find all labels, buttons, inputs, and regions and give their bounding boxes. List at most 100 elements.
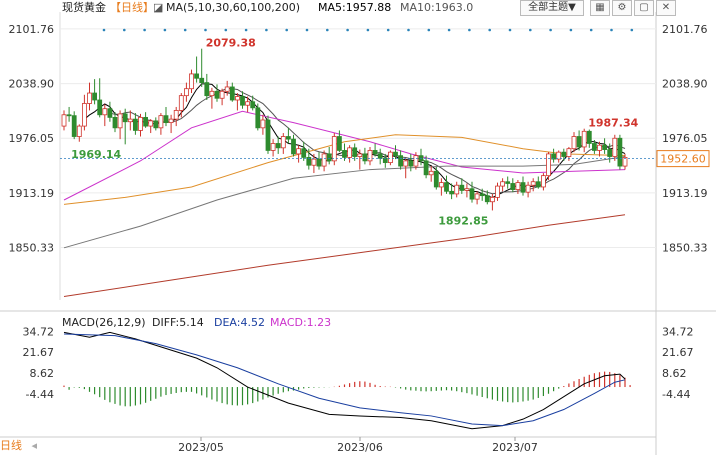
candle-body[interactable] <box>301 148 307 158</box>
candle-body[interactable] <box>581 130 587 148</box>
candle-body[interactable] <box>413 155 419 167</box>
candle-body[interactable] <box>617 137 623 167</box>
candle-body[interactable] <box>459 184 465 191</box>
candle-body[interactable] <box>433 170 439 188</box>
candle-body[interactable] <box>489 196 495 203</box>
candle-body[interactable] <box>377 153 383 159</box>
candle-body[interactable] <box>138 116 143 131</box>
candle-body[interactable] <box>484 195 490 203</box>
candle-body[interactable] <box>245 101 251 106</box>
candle-body[interactable] <box>336 136 342 151</box>
candle-body[interactable] <box>143 116 149 127</box>
candle-body[interactable] <box>505 181 511 184</box>
candle-body[interactable] <box>173 110 179 120</box>
candle-body[interactable] <box>189 73 194 90</box>
candle-body[interactable] <box>66 114 72 117</box>
candle-body[interactable] <box>112 116 118 129</box>
grid-icon[interactable]: ▦ <box>590 0 610 16</box>
candle-body[interactable] <box>428 170 434 176</box>
candle-body[interactable] <box>183 88 189 97</box>
candle-body[interactable] <box>597 144 602 151</box>
candle-body[interactable] <box>464 188 470 191</box>
candle-body[interactable] <box>576 136 582 148</box>
theme-dropdown-button[interactable]: 全部主题▼ <box>520 0 584 16</box>
candle-body[interactable] <box>612 137 618 157</box>
candle-body[interactable] <box>311 158 317 166</box>
candle-body[interactable] <box>571 136 577 150</box>
candle-body[interactable] <box>194 73 200 79</box>
candle-body[interactable] <box>163 115 169 124</box>
candle-body[interactable] <box>449 190 455 195</box>
candle-body[interactable] <box>168 118 174 124</box>
candle-body[interactable] <box>352 147 358 157</box>
close-icon[interactable]: ✕ <box>656 0 676 16</box>
candle-body[interactable] <box>117 113 123 129</box>
candle-body[interactable] <box>199 77 205 84</box>
candle-body[interactable] <box>270 143 276 151</box>
candle-body[interactable] <box>204 82 210 97</box>
candle-body[interactable] <box>500 181 506 187</box>
candle-body[interactable] <box>76 125 82 137</box>
candle-body[interactable] <box>535 181 541 188</box>
candle-body[interactable] <box>454 184 460 195</box>
period-label[interactable]: 【日线】 <box>110 1 154 14</box>
candle-body[interactable] <box>398 155 404 167</box>
candle-body[interactable] <box>234 96 240 101</box>
candle-body[interactable] <box>291 138 296 155</box>
candle-body[interactable] <box>306 156 312 166</box>
candle-body[interactable] <box>444 182 449 192</box>
candle-body[interactable] <box>265 119 271 151</box>
candle-body[interactable] <box>229 86 235 101</box>
candle-body[interactable] <box>525 184 531 193</box>
candle-body[interactable] <box>520 182 526 193</box>
candle-body[interactable] <box>566 148 572 157</box>
candle-body[interactable] <box>127 118 133 123</box>
candle-body[interactable] <box>592 143 597 151</box>
candle-body[interactable] <box>148 120 154 127</box>
candle-body[interactable] <box>347 147 353 158</box>
candle-body[interactable] <box>530 181 536 186</box>
candle-body[interactable] <box>260 119 266 129</box>
candle-body[interactable] <box>551 153 556 160</box>
candle-body[interactable] <box>622 156 628 167</box>
candle-body[interactable] <box>87 92 92 104</box>
candle-body[interactable] <box>214 90 220 99</box>
candle-body[interactable] <box>61 114 67 127</box>
candle-body[interactable] <box>158 115 164 129</box>
candle-body[interactable] <box>602 144 607 150</box>
candle-body[interactable] <box>331 136 337 162</box>
candle-body[interactable] <box>403 160 409 167</box>
candle-body[interactable] <box>219 90 225 99</box>
candle-body[interactable] <box>209 90 215 97</box>
candle-body[interactable] <box>321 153 327 167</box>
candle-body[interactable] <box>357 153 363 157</box>
candle-body[interactable] <box>469 188 475 200</box>
candle-body[interactable] <box>153 120 159 129</box>
settings-icon[interactable]: ⚙ <box>612 0 632 16</box>
candle-body[interactable] <box>102 108 108 116</box>
candle-body[interactable] <box>474 193 480 200</box>
candle-body[interactable] <box>393 151 398 157</box>
window-icon[interactable]: ▢ <box>634 0 654 16</box>
period-switch-button[interactable]: 日线 ◂ <box>0 438 48 454</box>
candle-body[interactable] <box>178 95 184 111</box>
candle-body[interactable] <box>561 151 567 157</box>
candle-body[interactable] <box>71 115 77 137</box>
candle-body[interactable] <box>97 99 103 116</box>
candle-body[interactable] <box>515 182 521 190</box>
arrow-left-icon[interactable]: ◂ <box>31 439 38 452</box>
candle-body[interactable] <box>541 175 546 188</box>
candle-body[interactable] <box>92 92 97 101</box>
candle-body[interactable] <box>316 158 322 167</box>
candle-body[interactable] <box>479 193 485 197</box>
candle-body[interactable] <box>495 185 500 198</box>
candle-body[interactable] <box>275 143 281 149</box>
candle-body[interactable] <box>408 160 414 167</box>
candle-body[interactable] <box>107 108 113 118</box>
candle-body[interactable] <box>372 150 378 155</box>
candle-body[interactable] <box>296 148 302 155</box>
candle-body[interactable] <box>285 136 291 140</box>
candle-body[interactable] <box>423 160 429 176</box>
candle-body[interactable] <box>546 153 551 177</box>
candle-body[interactable] <box>255 107 261 129</box>
